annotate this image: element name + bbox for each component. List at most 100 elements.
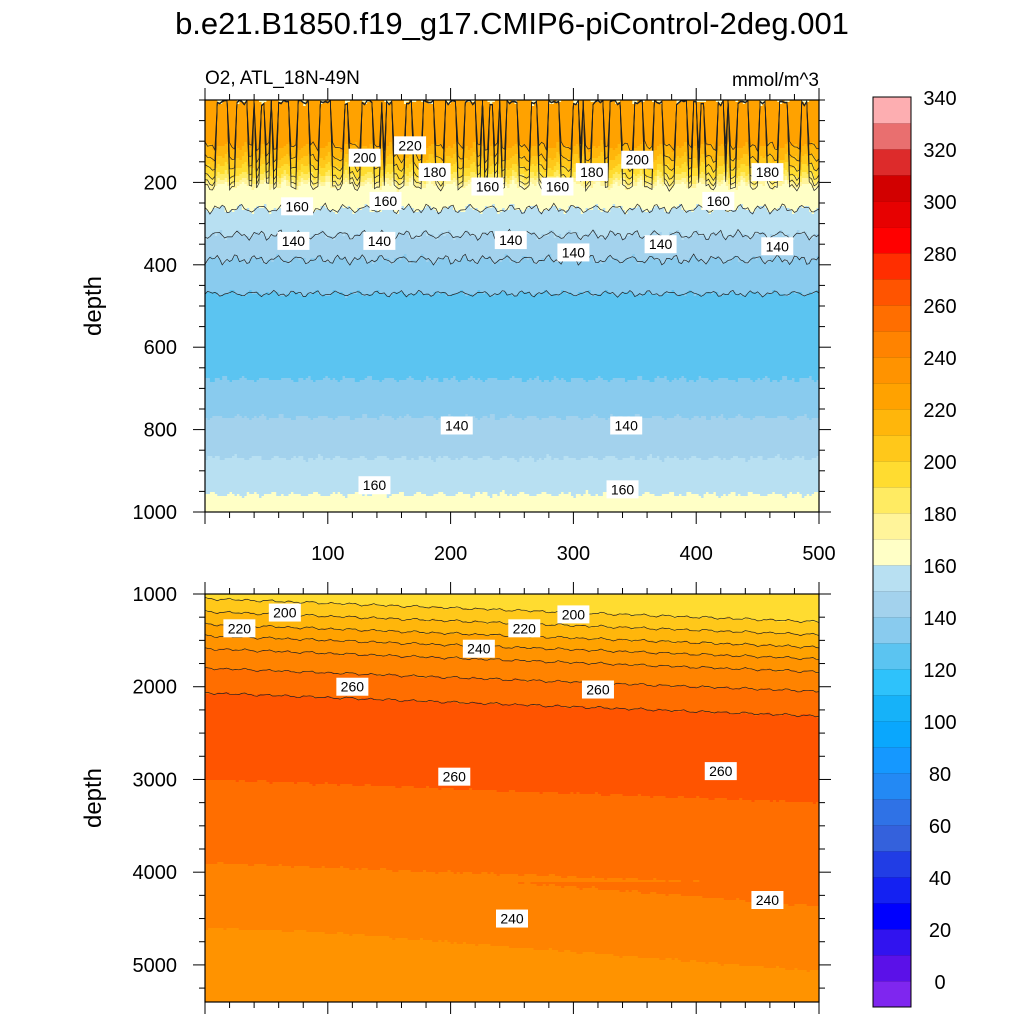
contour-fill-cell: [435, 210, 442, 213]
contour-fill-cell: [310, 210, 317, 213]
contour-fill-cell: [524, 418, 540, 421]
contour-fill-cell: [664, 376, 668, 379]
contour-fill-cell: [460, 458, 474, 461]
contour-fill-cell: [659, 206, 678, 209]
contour-fill-cell: [443, 378, 449, 381]
contour-fill-cell: [219, 178, 226, 181]
contour-label: 160: [541, 177, 574, 196]
contour-fill-cell: [205, 774, 819, 777]
contour-fill-cell: [401, 186, 415, 189]
contour-fill-cell: [669, 456, 675, 459]
contour-fill-cell: [612, 184, 619, 187]
contour-fill-cell: [691, 148, 697, 151]
contour-fill-cell: [421, 232, 427, 235]
contour-fill-cell: [300, 158, 314, 161]
contour-fill-cell: [456, 702, 470, 705]
contour-fill-cell: [239, 102, 263, 105]
contour-fill-cell: [470, 166, 481, 169]
contour-fill-cell: [674, 166, 680, 169]
contour-fill-cell: [696, 230, 700, 233]
contour-fill-cell: [782, 714, 789, 717]
contour-fill-cell: [433, 180, 437, 183]
contour-fill-cell: [661, 172, 683, 175]
contour-fill-cell: [710, 380, 714, 383]
contour-fill-cell: [543, 188, 609, 191]
contour-fill-cell: [772, 618, 819, 621]
contour-fill-cell: [563, 492, 570, 495]
contour-fill-cell: [718, 456, 734, 459]
contour-fill-cell: [308, 238, 312, 241]
contour-fill-cell: [372, 494, 388, 497]
contour-fill-cell: [814, 166, 819, 169]
contour-fill-cell: [526, 148, 530, 151]
contour-fill-cell: [205, 388, 819, 391]
contour-fill-cell: [750, 418, 754, 421]
contour-fill-cell: [426, 870, 449, 873]
contour-fill-cell: [205, 178, 213, 181]
contour-fill-cell: [411, 260, 417, 263]
contour-fill-cell: [207, 418, 211, 421]
contour-fill-cell: [714, 668, 719, 671]
contour-fill-cell: [219, 230, 223, 233]
contour-fill-cell: [686, 710, 700, 713]
contour-fill-cell: [534, 178, 538, 181]
contour-fill-cell: [295, 146, 304, 149]
contour-fill-cell: [330, 170, 346, 173]
contour-fill-cell: [769, 184, 773, 187]
contour-fill-cell: [224, 162, 228, 165]
contour-fill-cell: [217, 158, 231, 161]
contour-fill-cell: [330, 184, 344, 187]
contour-fill-cell: [740, 176, 744, 179]
contour-fill-cell: [283, 172, 287, 175]
contour-fill-cell: [650, 796, 654, 799]
contour-fill-cell: [703, 494, 717, 497]
contour-fill-cell: [320, 494, 331, 497]
contour-fill-cell: [226, 598, 231, 601]
contour-fill-cell: [205, 360, 819, 363]
contour-fill-cell: [794, 234, 808, 237]
contour-fill-cell: [462, 182, 471, 185]
contour-fill-cell: [467, 148, 471, 151]
contour-fill-cell: [509, 100, 513, 103]
contour-fill-cell: [754, 800, 771, 803]
contour-fill-cell: [784, 182, 788, 185]
contour-fill-cell: [325, 164, 331, 167]
contour-fill-cell: [205, 418, 209, 421]
contour-fill-cell: [676, 146, 680, 149]
contour-fill-cell: [627, 380, 651, 383]
contour-fill-cell: [693, 294, 697, 297]
contour-fill-cell: [637, 378, 643, 381]
contour-fill-cell: [804, 154, 808, 157]
contour-fill-cell: [448, 206, 454, 209]
contour-fill-cell: [570, 792, 574, 795]
contour-fill-cell: [295, 418, 312, 421]
contour-fill-cell: [612, 182, 616, 185]
contour-fill-cell: [647, 260, 663, 263]
contour-fill-cell: [801, 184, 813, 187]
contour-fill-cell: [259, 496, 263, 499]
contour-fill-cell: [706, 418, 712, 421]
contour-fill-cell: [428, 102, 435, 105]
contour-fill-cell: [666, 164, 670, 167]
contour-fill-cell: [475, 172, 493, 175]
contour-fill-cell: [688, 144, 702, 147]
contour-fill-cell: [205, 324, 819, 327]
contour-fill-cell: [313, 180, 319, 183]
contour-fill-cell: [389, 936, 819, 939]
contour-fill-cell: [814, 234, 819, 237]
contour-fill-cell: [558, 234, 562, 237]
contour-fill-cell: [236, 186, 253, 189]
contour-fill-cell: [762, 156, 766, 159]
contour-fill-cell: [542, 884, 547, 887]
contour-fill-cell: [561, 624, 578, 627]
contour-fill-cell: [241, 376, 245, 379]
contour-fill-cell: [205, 988, 819, 991]
contour-fill-cell: [256, 184, 270, 187]
contour-fill-cell: [664, 418, 668, 421]
contour-fill-cell: [354, 182, 361, 185]
contour-fill-cell: [737, 182, 742, 185]
contour-fill-cell: [236, 256, 260, 259]
contour-fill-cell: [556, 142, 562, 145]
contour-fill-cell: [624, 378, 638, 381]
contour-fill-cell: [236, 232, 240, 235]
